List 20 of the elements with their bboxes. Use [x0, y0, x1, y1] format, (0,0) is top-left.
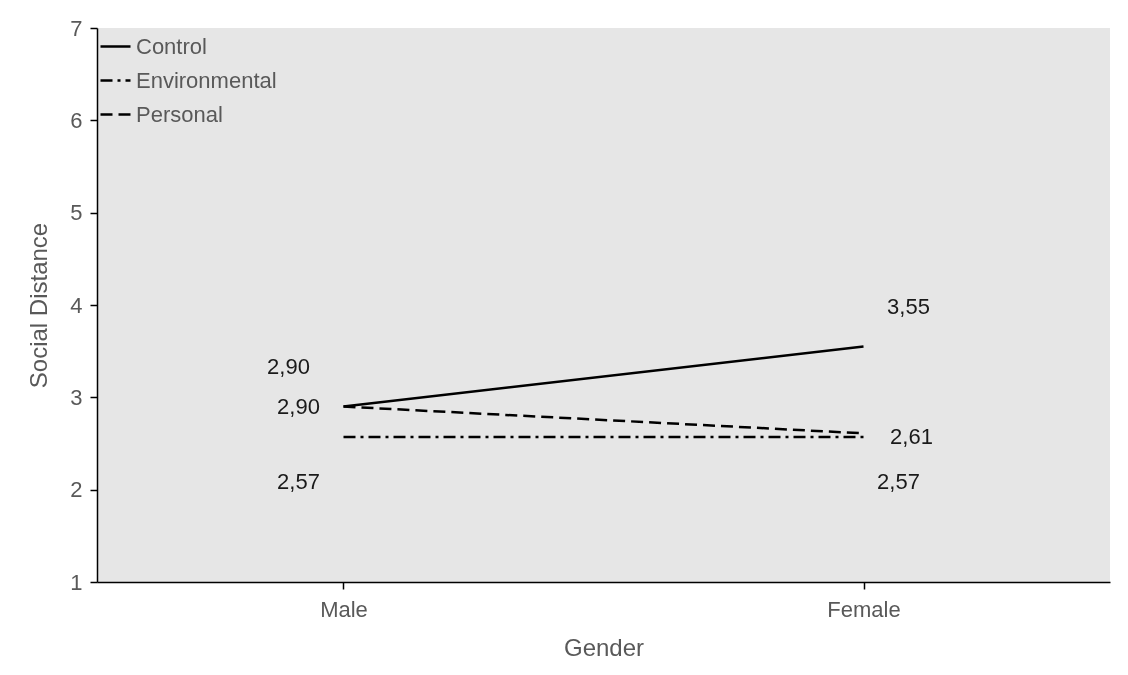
legend-label: Environmental	[136, 67, 277, 93]
x-axis-title: Gender	[563, 633, 645, 661]
data-label: 2,61	[890, 424, 933, 450]
data-label: 2,90	[267, 353, 310, 379]
y-tick-label: 1	[70, 569, 83, 595]
y-tick-label: 6	[70, 107, 83, 133]
x-tick-label: Male	[320, 596, 368, 622]
y-tick-label: 4	[70, 292, 83, 318]
data-label: 2,90	[277, 393, 320, 419]
y-tick-label: 2	[70, 477, 83, 503]
legend-label: Control	[136, 33, 207, 59]
y-axis-title: Social Distance	[25, 222, 53, 389]
data-label: 2,57	[277, 469, 320, 495]
data-label: 2,57	[877, 469, 920, 495]
y-tick-label: 5	[70, 200, 83, 226]
legend-label: Personal	[136, 101, 223, 127]
y-tick-label: 3	[70, 384, 83, 410]
x-tick-label: Female	[827, 596, 901, 622]
data-label: 3,55	[887, 293, 930, 319]
y-tick-label: 7	[70, 15, 83, 41]
